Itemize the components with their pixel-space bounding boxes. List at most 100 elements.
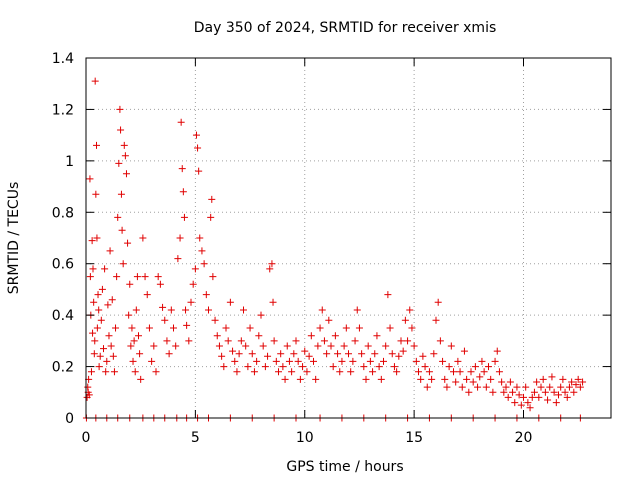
data-point — [122, 170, 130, 178]
data-point — [314, 342, 322, 350]
data-point — [395, 352, 403, 360]
data-point — [500, 388, 508, 396]
data-point — [539, 375, 547, 383]
data-point — [167, 306, 175, 314]
data-point — [579, 378, 587, 386]
y-axis-ticks: 0 0.2 0.4 0.6 0.8 1 1.2 1.4 — [52, 51, 611, 427]
data-point — [156, 280, 164, 288]
x-tick-label: 10 — [296, 430, 314, 446]
data-point — [502, 383, 510, 391]
data-point — [163, 337, 171, 345]
data-point — [548, 373, 556, 381]
data-point — [129, 357, 137, 365]
data-point — [86, 175, 94, 183]
data-point — [269, 298, 277, 306]
data-point — [288, 368, 296, 376]
data-point — [382, 342, 390, 350]
data-point — [139, 234, 147, 242]
data-point — [399, 347, 407, 355]
data-point — [320, 337, 328, 345]
data-point — [118, 226, 126, 234]
data-point — [544, 396, 552, 404]
data-point — [264, 352, 272, 360]
data-point — [526, 404, 534, 412]
x-tick-label: 20 — [515, 430, 533, 446]
data-point — [537, 383, 545, 391]
data-point — [351, 337, 359, 345]
data-point — [107, 342, 115, 350]
data-point — [98, 285, 106, 293]
data-point — [165, 350, 173, 358]
data-point — [528, 393, 536, 401]
data-point — [113, 273, 121, 281]
data-point — [421, 363, 429, 371]
data-point — [268, 260, 276, 268]
data-point — [474, 383, 482, 391]
data-point — [336, 368, 344, 376]
plot-frame — [85, 57, 612, 419]
data-point — [469, 378, 477, 386]
data-point — [229, 347, 237, 355]
data-point — [105, 332, 113, 340]
data-point — [159, 303, 167, 311]
data-point — [135, 332, 142, 340]
y-tick-label: 0.6 — [52, 257, 74, 273]
data-point — [95, 363, 103, 371]
data-point — [119, 260, 127, 268]
grid-lines — [86, 58, 611, 418]
data-point — [447, 342, 455, 350]
data-point — [137, 375, 145, 383]
data-point — [226, 298, 234, 306]
data-point — [312, 375, 320, 383]
data-point — [215, 342, 223, 350]
data-points — [82, 77, 587, 422]
data-point — [207, 213, 215, 221]
data-point — [97, 316, 105, 324]
data-point — [511, 399, 519, 407]
data-point — [535, 393, 543, 401]
data-point — [386, 324, 394, 332]
data-point — [380, 357, 387, 365]
data-point — [96, 352, 104, 360]
data-point — [452, 378, 460, 386]
data-point — [347, 368, 355, 376]
chart-title: Day 350 of 2024, SRMTID for receiver xmi… — [194, 20, 497, 36]
data-point — [327, 342, 335, 350]
data-point — [114, 213, 122, 221]
data-point — [495, 368, 503, 376]
data-point — [557, 383, 565, 391]
data-point — [305, 352, 313, 360]
data-point — [533, 378, 541, 386]
data-point — [108, 296, 116, 304]
data-point — [358, 350, 366, 358]
data-point — [334, 350, 342, 358]
data-point — [450, 368, 457, 376]
data-point — [257, 311, 265, 319]
data-point — [272, 357, 280, 365]
data-point — [259, 342, 267, 350]
data-point — [443, 383, 451, 391]
data-point — [555, 391, 562, 399]
x-axis-title: GPS time / hours — [286, 459, 403, 475]
data-point — [406, 306, 414, 314]
data-point — [281, 375, 289, 383]
data-point — [338, 357, 346, 365]
data-point — [93, 324, 101, 332]
data-point — [242, 342, 250, 350]
data-point — [130, 337, 138, 345]
data-point — [401, 316, 409, 324]
data-point — [92, 190, 100, 198]
data-point — [93, 141, 100, 149]
data-point — [441, 375, 449, 383]
data-point — [246, 324, 254, 332]
data-point — [465, 388, 473, 396]
data-point — [208, 195, 216, 203]
data-point — [191, 265, 199, 273]
data-point — [487, 375, 495, 383]
data-point — [546, 383, 554, 391]
data-point — [198, 247, 206, 255]
data-point — [345, 350, 352, 358]
data-point — [87, 368, 95, 376]
data-point — [86, 273, 94, 281]
data-point — [290, 350, 298, 358]
